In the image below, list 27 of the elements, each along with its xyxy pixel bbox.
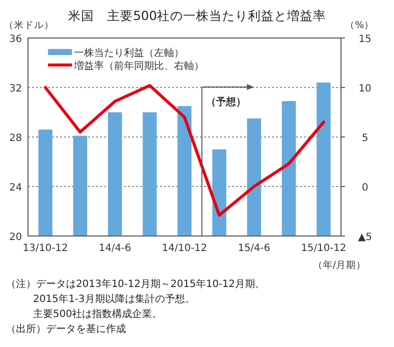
- text: 2015年1-3月期以降は集計の予想。: [33, 293, 195, 305]
- y-axis-title: （米ドル）: [4, 19, 54, 31]
- x-tick-label: 14/10-12: [162, 243, 208, 254]
- text: 主要500社は指数構成企業。: [33, 308, 162, 320]
- y2-tick-label: 10: [358, 84, 372, 94]
- annotation: （予想）: [206, 96, 246, 108]
- y-tick-label: 24: [9, 182, 22, 194]
- x-tick-label: 15/10-12: [301, 243, 346, 254]
- line-series: [44, 84, 326, 217]
- y-tick-label: 28: [9, 133, 22, 144]
- legend-label: 増益率（前年同期比、右軸）: [73, 60, 204, 72]
- x-axis-title: （年/月期）: [312, 259, 366, 271]
- y2-tick-label: 0: [362, 182, 368, 194]
- y2-tick-label: ▲5: [358, 232, 372, 243]
- chart-title: 米国 主要500社の一株当たり利益と増益率: [68, 8, 326, 23]
- y-tick-label: 36: [9, 34, 22, 45]
- y-tick-label: 32: [9, 84, 22, 94]
- y2-tick-label: 15: [358, 34, 372, 45]
- y-tick-label: 20: [9, 232, 22, 243]
- text: （出所）データを基に作成: [6, 323, 126, 335]
- x-tick-label: 13/10-12: [22, 243, 68, 254]
- y2-axis-title: （%）: [345, 20, 374, 31]
- y2-tick-label: 5: [362, 133, 368, 144]
- legend-label: 一株当たり利益（左軸）: [74, 47, 184, 59]
- x-tick-label: 14/4-6: [98, 243, 132, 254]
- text: （注）データは2013年10-12月期～2015年10-12月期。: [6, 278, 266, 290]
- x-tick-label: 15/4-6: [238, 243, 270, 254]
